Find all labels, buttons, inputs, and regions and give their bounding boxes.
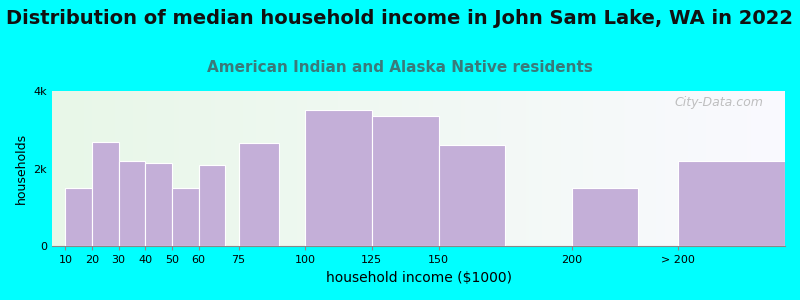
Bar [238,143,278,246]
Text: American Indian and Alaska Native residents: American Indian and Alaska Native reside… [207,60,593,75]
Bar [66,188,92,246]
Bar [172,188,198,246]
Text: City-Data.com: City-Data.com [674,96,763,109]
Y-axis label: households: households [15,133,28,204]
Bar [372,116,438,246]
Bar [438,146,505,246]
Bar [572,188,638,246]
X-axis label: household income ($1000): household income ($1000) [326,271,511,285]
Bar [92,142,118,246]
Bar [198,165,226,246]
Bar [146,163,172,246]
Bar [678,161,785,246]
Bar [118,161,146,246]
Bar [306,110,372,246]
Text: Distribution of median household income in John Sam Lake, WA in 2022: Distribution of median household income … [6,9,794,28]
